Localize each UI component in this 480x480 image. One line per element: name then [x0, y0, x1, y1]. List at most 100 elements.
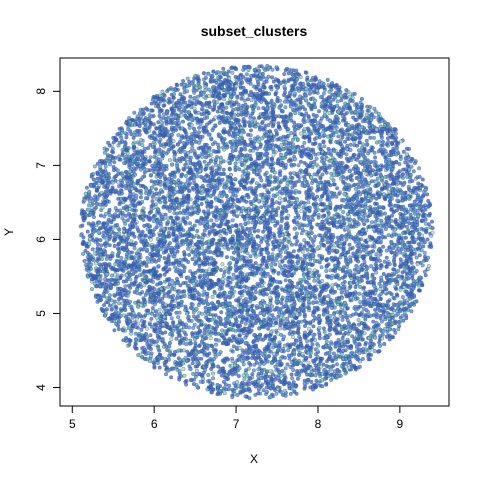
data-point: [310, 342, 315, 347]
data-point: [131, 135, 136, 140]
data-point: [162, 93, 167, 98]
data-point: [85, 251, 90, 256]
data-point: [302, 140, 307, 145]
data-point: [221, 273, 226, 278]
data-point: [374, 311, 379, 316]
data-point: [329, 340, 334, 345]
data-point: [278, 389, 283, 394]
data-point: [253, 313, 258, 318]
data-point: [397, 162, 402, 167]
data-point: [335, 225, 340, 230]
data-point: [209, 226, 214, 231]
data-point: [360, 204, 365, 209]
data-point: [243, 221, 248, 226]
data-point: [319, 265, 324, 270]
data-point: [208, 166, 213, 171]
data-point: [257, 243, 262, 248]
data-point: [225, 283, 230, 288]
data-point: [289, 131, 294, 136]
data-point: [201, 71, 206, 76]
data-point: [176, 168, 181, 173]
data-point: [372, 159, 377, 164]
data-point: [240, 354, 245, 359]
data-point: [174, 364, 179, 369]
data-point: [382, 211, 387, 216]
data-point: [166, 357, 171, 362]
data-point: [360, 142, 365, 147]
data-point: [156, 120, 161, 125]
data-point: [154, 187, 159, 192]
data-point: [236, 374, 241, 379]
data-point: [164, 372, 169, 377]
data-point: [306, 276, 311, 281]
data-point: [202, 159, 207, 164]
data-point: [282, 175, 287, 180]
data-point: [350, 334, 355, 339]
data-point: [192, 377, 197, 382]
data-point: [357, 291, 362, 296]
data-point: [286, 127, 291, 132]
data-point: [124, 315, 129, 320]
data-point: [312, 159, 317, 164]
data-point: [371, 193, 376, 198]
data-point: [160, 296, 165, 301]
data-point: [177, 310, 182, 315]
data-point: [236, 110, 241, 115]
data-point: [84, 185, 89, 190]
data-point: [170, 133, 175, 138]
data-point: [333, 207, 338, 212]
data-point: [362, 189, 367, 194]
data-point: [360, 125, 365, 130]
data-point: [258, 220, 263, 225]
data-point: [186, 183, 191, 188]
data-point: [174, 336, 179, 341]
data-point: [405, 224, 410, 229]
data-point: [211, 371, 216, 376]
data-point: [112, 160, 117, 165]
data-point: [191, 172, 196, 177]
data-point: [313, 205, 318, 210]
data-point: [395, 198, 400, 203]
data-point: [206, 132, 211, 137]
data-point: [271, 161, 276, 166]
data-point: [314, 300, 319, 305]
data-point: [325, 77, 330, 82]
data-point: [149, 311, 154, 316]
data-point: [253, 379, 258, 384]
data-point: [413, 159, 418, 164]
data-point: [240, 226, 245, 231]
data-point: [135, 287, 140, 292]
data-point: [344, 110, 349, 115]
data-point: [199, 107, 204, 112]
data-point: [280, 354, 285, 359]
data-point: [318, 176, 323, 181]
data-point: [224, 255, 229, 260]
data-point: [342, 221, 347, 226]
data-point: [185, 76, 190, 81]
data-point: [260, 197, 265, 202]
data-point: [392, 262, 397, 267]
data-point: [83, 191, 88, 196]
data-point: [313, 352, 318, 357]
data-point: [171, 320, 176, 325]
data-point: [140, 199, 145, 204]
data-point: [190, 257, 195, 262]
data-point: [302, 107, 307, 112]
data-point: [251, 368, 256, 373]
data-point: [169, 337, 174, 342]
data-point: [190, 245, 195, 250]
data-point: [392, 296, 397, 301]
data-point: [182, 150, 187, 155]
data-point: [425, 192, 430, 197]
data-point: [298, 256, 303, 261]
data-point: [216, 282, 221, 287]
data-point: [169, 215, 174, 220]
data-point: [383, 197, 388, 202]
data-point: [238, 153, 243, 158]
data-point: [142, 356, 147, 361]
data-point: [231, 134, 236, 139]
data-point: [399, 139, 404, 144]
data-point: [182, 330, 187, 335]
data-point: [356, 318, 361, 323]
data-point: [132, 344, 137, 349]
